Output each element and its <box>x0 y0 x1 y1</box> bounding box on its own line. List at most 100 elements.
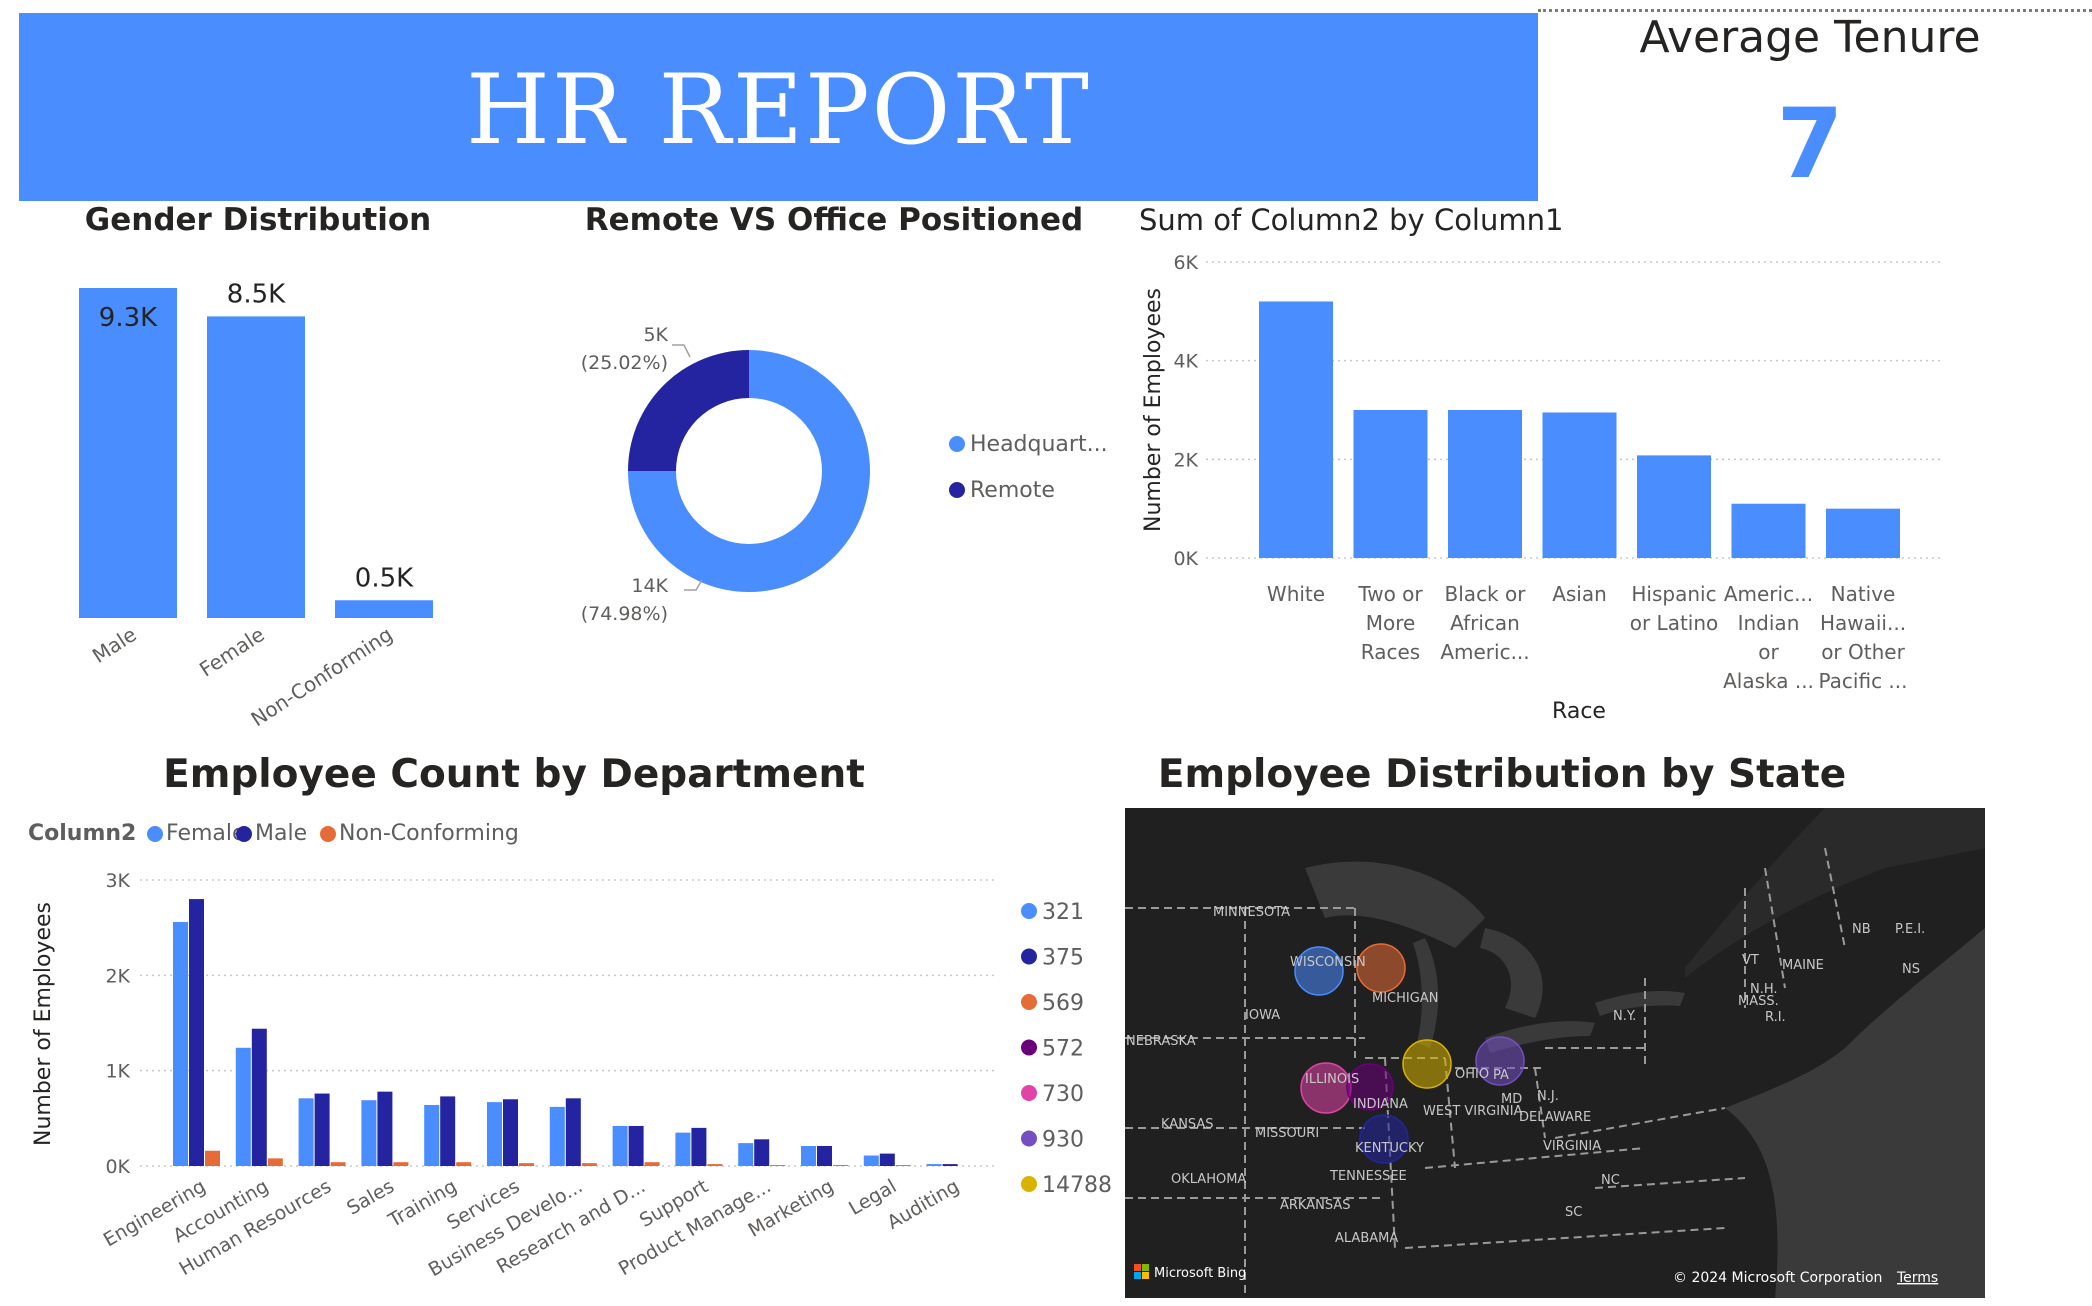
dept-bar-male <box>754 1139 770 1166</box>
dept-bar-female <box>926 1164 942 1166</box>
state-label: MD <box>1501 1092 1522 1107</box>
bubble-illinois <box>1300 1062 1352 1114</box>
bubble-michigan <box>1356 943 1406 993</box>
state-label: MINNESOTA <box>1213 905 1290 920</box>
dept-bar-female <box>549 1106 565 1166</box>
gender-bar-female <box>207 316 305 618</box>
state-label: NS <box>1902 962 1920 977</box>
bing-logo <box>1134 1264 1149 1279</box>
race-x-axis-title: Race <box>1552 699 1606 724</box>
donut-value-label: 5K <box>643 324 668 346</box>
race-tick-label: Races <box>1361 640 1420 664</box>
logo-square <box>1142 1264 1149 1271</box>
race-y-tick: 6K <box>1173 252 1198 274</box>
race-tick-label: or <box>1758 640 1779 664</box>
dept-bar-male <box>314 1093 330 1166</box>
race-bar <box>1637 455 1711 558</box>
legend-marker-headquart <box>949 436 965 452</box>
map-title: Employee Distribution by State <box>1157 752 1847 797</box>
gender-bar-non-conforming <box>335 600 433 618</box>
state-border <box>1534 1067 1546 1139</box>
race-y-tick: 2K <box>1173 449 1198 471</box>
lake-ontario <box>1595 991 1685 1016</box>
lake-michigan <box>1413 938 1439 1048</box>
state-label: PA <box>1493 1068 1509 1083</box>
dept-bar-male <box>691 1127 707 1166</box>
race-bar <box>1353 410 1428 558</box>
state-label: VIRGINIA <box>1543 1139 1601 1154</box>
dept-bar-male <box>251 1028 267 1166</box>
donut-slice-remote <box>628 350 749 472</box>
state-label: VT <box>1742 953 1759 968</box>
dept-bar-female <box>675 1132 691 1166</box>
dept-bar-male <box>628 1125 644 1166</box>
bubble-indiana <box>1346 1063 1394 1111</box>
state-label: MAINE <box>1782 958 1824 973</box>
state-label: P.E.I. <box>1895 922 1925 937</box>
bubble-wisconsin <box>1294 946 1344 996</box>
dept-bar-female <box>801 1145 816 1166</box>
race-bar <box>1448 410 1522 558</box>
dept-bar-female <box>738 1143 754 1166</box>
race-tick-label: Native <box>1831 582 1896 606</box>
race-tick-label: Alaska ... <box>1723 669 1814 693</box>
side-legend-label: 730 <box>1042 1082 1084 1107</box>
state-label: NC <box>1601 1173 1620 1188</box>
gender-tick-label: Female <box>195 622 269 682</box>
race-tick-label: African <box>1450 611 1520 635</box>
dept-bar-female <box>235 1047 251 1166</box>
state-label: N.Y. <box>1613 1009 1636 1024</box>
legend-label-headquart: Headquart... <box>970 432 1108 457</box>
dept-bar-male <box>440 1096 456 1166</box>
dept-tick-label: Auditing <box>883 1175 963 1234</box>
race-bar <box>1542 412 1617 558</box>
atlantic-ocean <box>1725 928 1985 1298</box>
dept-bar-non-conforming <box>833 1165 848 1166</box>
department-chart-title: Employee Count by Department <box>163 752 865 797</box>
state-label: INDIANA <box>1353 1097 1408 1112</box>
race-bar <box>1826 508 1900 558</box>
average-tenure-label: Average Tenure <box>1639 12 1981 63</box>
dept-legend-label-female: Female <box>166 821 246 846</box>
dept-bar-non-conforming <box>581 1163 597 1166</box>
state-map[interactable]: MINNESOTA WISCONSIN MICHIGAN IOWA NEBRASKA IL… <box>1125 808 1985 1298</box>
state-label: SC <box>1565 1205 1582 1220</box>
dept-bar-non-conforming <box>456 1162 472 1166</box>
dept-legend-label-non-conforming: Non-Conforming <box>339 821 519 846</box>
side-legend-label: 375 <box>1042 946 1084 971</box>
dept-legend-marker-male <box>236 826 252 842</box>
lake-huron <box>1480 928 1543 1018</box>
state-label: ILLINOIS <box>1305 1072 1359 1087</box>
dept-bar-male <box>377 1091 393 1166</box>
gender-tick-label: Non-Conforming <box>247 622 397 731</box>
leader-line <box>672 344 691 358</box>
state-label: TENNESSEE <box>1329 1169 1407 1184</box>
dept-legend-marker-female <box>147 826 163 842</box>
bubble-pa <box>1475 1036 1525 1086</box>
state-label: MISSOURI <box>1255 1126 1319 1141</box>
donut-value-label: 14K <box>631 575 668 597</box>
race-tick-label: Hispanic <box>1631 582 1716 606</box>
dept-bar-male <box>942 1164 958 1166</box>
top-divider <box>1538 9 2092 12</box>
dept-bar-female <box>298 1098 314 1166</box>
race-tick-label: White <box>1267 582 1325 606</box>
race-y-tick: 4K <box>1173 351 1198 373</box>
dept-bar-non-conforming <box>519 1163 534 1166</box>
dept-legend-marker-non-conforming <box>320 826 336 842</box>
state-label: R.I. <box>1765 1010 1786 1025</box>
side-legend-marker <box>1021 1039 1037 1056</box>
dept-y-axis-title: Number of Employees <box>31 902 56 1146</box>
state-label: MICHIGAN <box>1372 991 1438 1006</box>
logo-square <box>1134 1264 1141 1271</box>
map-terms-link[interactable]: Terms <box>1896 1270 1938 1286</box>
dept-bar-female <box>487 1102 502 1166</box>
map-canvas[interactable]: MINNESOTA WISCONSIN MICHIGAN IOWA NEBRASKA IL… <box>1125 808 1985 1298</box>
race-tick-label: Pacific ... <box>1819 669 1908 693</box>
report-banner: HR REPORT <box>19 13 1538 201</box>
dept-bar-male <box>565 1098 581 1166</box>
dept-bar-female <box>863 1155 879 1166</box>
side-legend-label: 321 <box>1042 900 1084 925</box>
state-label: DELAWARE <box>1519 1110 1591 1125</box>
donut-percent-label: (74.98%) <box>581 603 668 625</box>
